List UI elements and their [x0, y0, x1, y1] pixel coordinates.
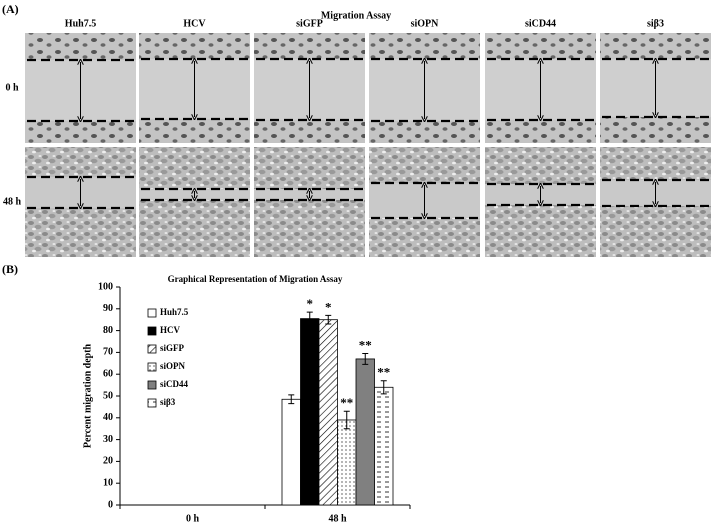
bar [337, 419, 357, 506]
legend-swatch [147, 308, 157, 318]
y-tick-label: 40 [103, 412, 113, 423]
column-label: HCV [183, 18, 206, 29]
column-label: Huh7.5 [65, 18, 96, 29]
legend-label: Huh7.5 [160, 307, 189, 317]
error-bar [380, 380, 387, 395]
legend-swatch [147, 326, 157, 336]
error-bar [343, 410, 350, 430]
y-tick-label: 70 [103, 347, 113, 358]
error-bar [325, 314, 332, 325]
y-tick-label: 80 [103, 325, 113, 336]
micrograph [254, 147, 365, 257]
column-label: siOPN [411, 18, 440, 29]
bar [374, 386, 394, 506]
legend-swatch [147, 380, 157, 390]
column-label: siCD44 [525, 18, 556, 29]
micrograph [139, 147, 250, 257]
y-tick-label: 0 [108, 499, 113, 510]
legend-label: HCV [160, 325, 181, 335]
significance-label: * [325, 299, 332, 314]
row-label: 0 h [5, 82, 19, 93]
legend-label: siOPN [160, 361, 186, 371]
panel-label: (A) [2, 2, 19, 16]
panel-title: Migration Assay [321, 10, 391, 21]
y-tick-label: 30 [103, 434, 113, 445]
bar [355, 358, 375, 506]
legend-swatch [147, 362, 157, 372]
significance-label: ** [340, 395, 353, 410]
significance-label: * [307, 296, 314, 311]
legend-swatch [147, 344, 157, 354]
legend-label: siCD44 [160, 379, 189, 389]
legend-swatch [147, 398, 157, 408]
row-label: 48 h [3, 196, 22, 207]
y-axis-label: Percent migration depth [82, 343, 93, 448]
error-bar [288, 394, 295, 405]
error-bar [362, 352, 369, 365]
y-tick-label: 20 [103, 456, 113, 467]
panel-label: (B) [2, 262, 18, 276]
y-tick-label: 100 [98, 281, 113, 292]
legend-label: siGFP [160, 343, 185, 353]
column-label: siGFP [296, 18, 323, 29]
bar [300, 318, 320, 506]
significance-label: ** [359, 337, 372, 352]
y-tick-label: 10 [103, 477, 113, 488]
y-tick-label: 60 [103, 368, 113, 379]
column-label: siβ3 [647, 18, 664, 29]
legend-label: siβ3 [160, 397, 176, 407]
y-tick-label: 50 [103, 390, 113, 401]
x-tick-label: 0 h [186, 513, 200, 523]
bar [281, 398, 301, 506]
chart-title: Graphical Representation of Migration As… [168, 274, 343, 284]
error-bar [306, 311, 313, 326]
x-tick-label: 48 h [328, 513, 347, 523]
y-tick-label: 90 [103, 303, 113, 314]
bar [318, 319, 338, 506]
significance-label: ** [377, 365, 390, 380]
